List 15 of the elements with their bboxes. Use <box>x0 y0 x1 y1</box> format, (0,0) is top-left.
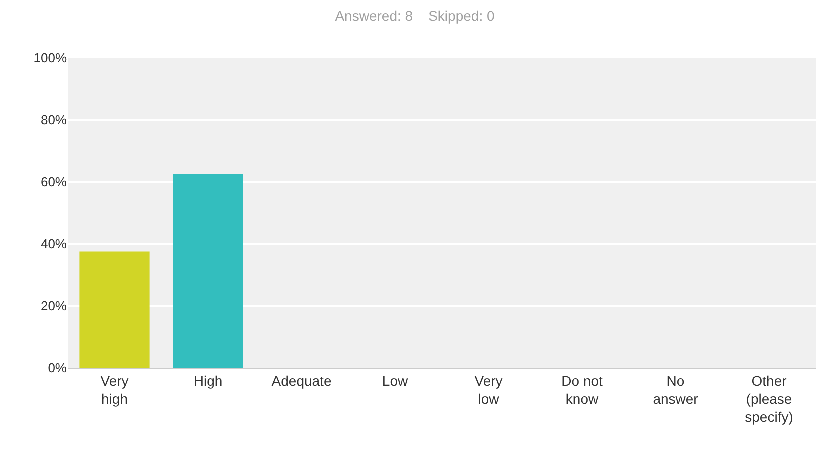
x-tick-label: Very high <box>100 372 129 407</box>
x-tick-label: Very low <box>474 372 503 407</box>
y-tick-label: 80% <box>40 112 68 128</box>
x-tick-label: No answer <box>653 372 699 407</box>
x-tick-label: Do not know <box>562 372 603 407</box>
x-tick-label: Adequate <box>272 372 332 389</box>
chart-title: Answered: 8 Skipped: 0 <box>335 8 495 24</box>
x-tick-label: High <box>194 372 223 389</box>
y-tick-label: 100% <box>34 50 68 66</box>
y-tick-label: 60% <box>40 174 68 190</box>
y-tick-label: 40% <box>40 236 68 252</box>
x-tick-label: Low <box>382 372 409 389</box>
y-tick-label: 0% <box>48 360 68 376</box>
x-tick-label: Other (please specify) <box>745 372 794 426</box>
y-tick-label: 20% <box>40 298 68 314</box>
